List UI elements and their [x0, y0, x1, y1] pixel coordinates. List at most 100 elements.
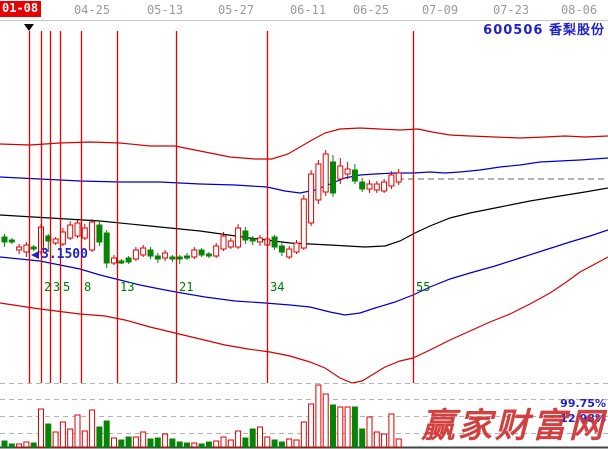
- candle: [227, 240, 234, 248]
- volume-bar: [103, 420, 110, 448]
- candle: [242, 230, 249, 241]
- candle: [169, 256, 176, 260]
- volume-bar: [45, 423, 52, 448]
- volume-bar: [23, 441, 30, 448]
- selected-date-badge[interactable]: 01-08: [0, 1, 42, 17]
- candle: [293, 242, 300, 253]
- candle: [205, 253, 212, 257]
- stock-code: 600506: [483, 23, 544, 38]
- timeline-date[interactable]: 04-25: [73, 3, 111, 17]
- volume-bar: [184, 442, 190, 448]
- volume-bar: [322, 393, 329, 448]
- candle: [337, 165, 344, 180]
- candle: [111, 257, 117, 264]
- volume-bar: [125, 436, 132, 448]
- candle: [23, 244, 30, 253]
- volume-bar: [330, 404, 336, 448]
- volume-bars: [1, 384, 402, 448]
- volume-bar: [359, 428, 366, 448]
- fib-label: 2: [44, 280, 51, 294]
- candle: [286, 248, 293, 258]
- candle: [235, 227, 242, 248]
- candle: [344, 168, 351, 175]
- candle: [373, 183, 380, 191]
- volume-bar: [16, 443, 23, 448]
- candle: [1, 236, 8, 243]
- volume-bar: [286, 438, 293, 448]
- candle: [176, 256, 183, 260]
- fib-label: 34: [270, 280, 284, 294]
- candle: [132, 249, 139, 260]
- candle: [30, 246, 37, 250]
- candle: [67, 224, 74, 239]
- candle: [388, 174, 395, 187]
- upper-red-envelope: [0, 127, 608, 160]
- timeline-date[interactable]: 07-09: [421, 3, 459, 17]
- volume-bar: [111, 437, 117, 448]
- arrow-left-icon: [31, 250, 39, 259]
- volume-bar: [162, 433, 169, 448]
- candle: [8, 239, 15, 243]
- candle: [74, 222, 81, 237]
- ma-envelope-bands: [0, 127, 608, 384]
- candle: [140, 247, 147, 256]
- upper-blue-ma: [0, 157, 608, 194]
- volume-bar: [154, 437, 161, 448]
- volume-bar: [235, 430, 242, 448]
- volume-percent-label-1: 99.75%: [560, 397, 606, 410]
- volume-bar: [344, 406, 351, 448]
- timeline-date[interactable]: 05-27: [217, 3, 255, 17]
- volume-bar: [257, 426, 263, 448]
- volume-bar: [118, 439, 125, 448]
- candle: [147, 249, 154, 257]
- candle: [96, 224, 103, 243]
- candle: [315, 163, 322, 201]
- candle: [308, 173, 315, 224]
- fib-label: 3: [53, 280, 60, 294]
- volume-bar: [1, 440, 8, 448]
- price-level-value: 3.1500: [41, 247, 88, 262]
- candle: [154, 255, 161, 260]
- candle: [381, 181, 388, 192]
- volume-bar: [242, 437, 249, 448]
- volume-bar: [198, 443, 205, 448]
- candle: [89, 221, 96, 251]
- volume-bar: [169, 438, 176, 448]
- candle: [191, 249, 198, 258]
- timeline-date[interactable]: 07-23: [492, 3, 530, 17]
- volume-bar: [388, 413, 395, 448]
- volume-bar: [351, 406, 358, 448]
- volume-bar: [67, 428, 74, 448]
- volume-bar: [52, 431, 59, 448]
- volume-bar: [8, 443, 15, 448]
- timeline-date[interactable]: 05-13: [146, 3, 184, 17]
- fib-label: 55: [416, 280, 430, 294]
- volume-bar: [315, 384, 322, 448]
- candle: [103, 232, 110, 264]
- candle: [351, 169, 358, 182]
- volume-bar: [96, 426, 103, 448]
- volume-bar: [59, 421, 66, 448]
- fib-label: 13: [120, 280, 134, 294]
- volume-bar: [271, 439, 278, 448]
- candle: [257, 237, 263, 243]
- volume-bar: [213, 440, 220, 448]
- volume-bar: [205, 441, 212, 448]
- volume-bar: [30, 442, 37, 448]
- watermark: 赢家财富网: [421, 406, 606, 446]
- volume-bar: [140, 431, 147, 448]
- volume-bar: [220, 436, 227, 448]
- candle: [59, 231, 66, 245]
- fib-origin-marker-icon: [24, 24, 34, 31]
- volume-bar: [300, 421, 307, 448]
- timeline-date[interactable]: 08-06: [560, 3, 598, 17]
- stock-title: 600506 香梨股份: [483, 19, 605, 38]
- candle: [118, 260, 125, 264]
- timeline-date[interactable]: 06-11: [289, 3, 327, 17]
- volume-bar: [337, 406, 344, 448]
- fib-label: 5: [63, 280, 70, 294]
- candle: [249, 238, 256, 242]
- timeline-date[interactable]: 06-25: [352, 3, 390, 17]
